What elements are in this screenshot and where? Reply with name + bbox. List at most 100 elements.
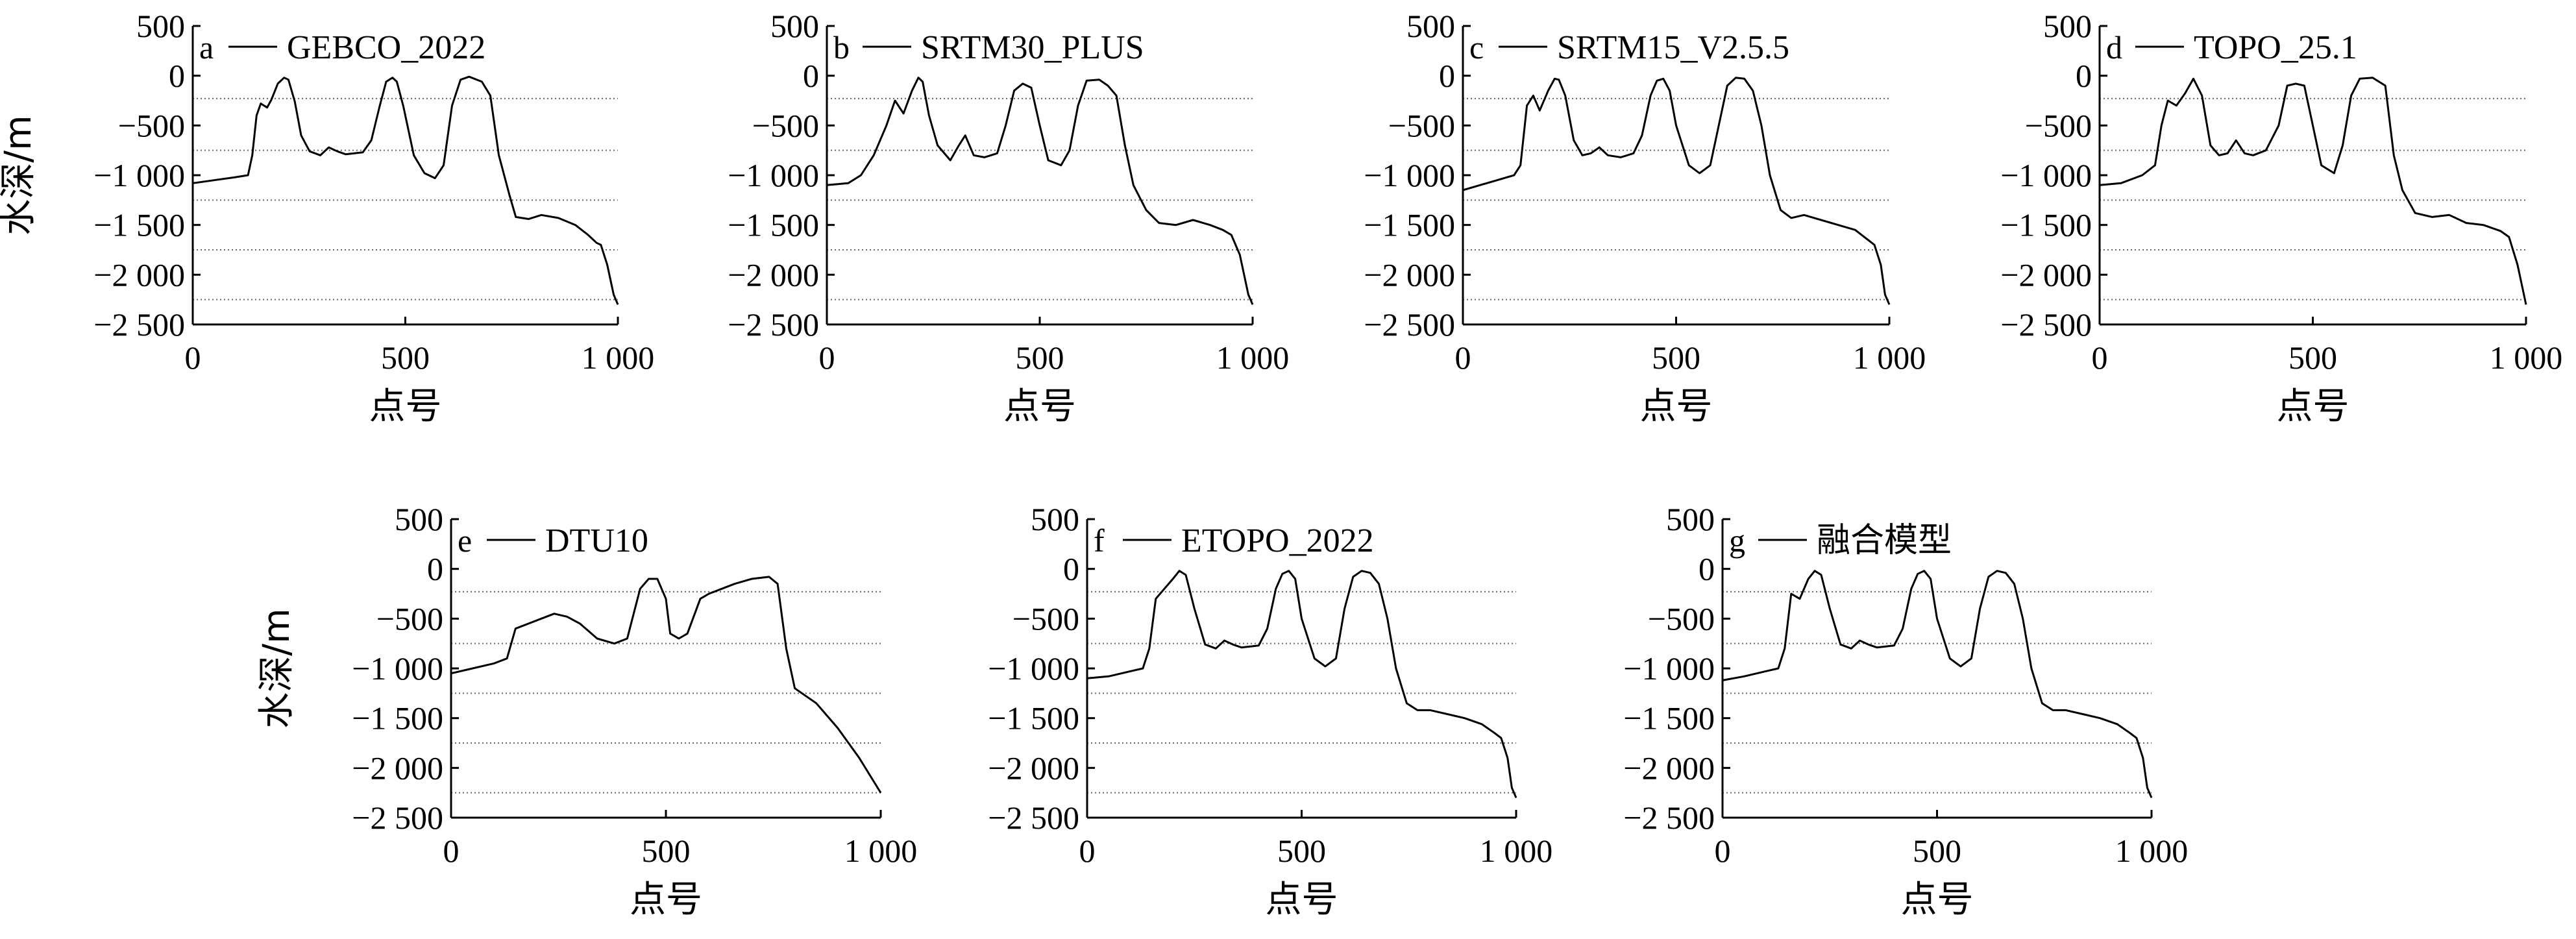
x-tick-label: 0: [819, 339, 835, 376]
y-tick-label: 500: [1666, 501, 1715, 537]
y-tick-label: 0: [1439, 58, 1455, 94]
y-tick-label: −500: [752, 107, 819, 143]
x-tick-label: 1 000: [1480, 833, 1553, 869]
y-tick-label: −1 000: [2000, 157, 2092, 193]
y-tick-label: −500: [1012, 600, 1079, 637]
y-tick-label: −2 500: [1364, 306, 1455, 343]
y-tick-label: −1 000: [352, 650, 443, 687]
y-tick-label: 0: [2076, 58, 2092, 94]
legend-label: 融合模型: [1817, 522, 1952, 559]
y-tick-label: −2 500: [988, 799, 1079, 836]
x-tick-label: 0: [2092, 339, 2108, 376]
legend-label: TOPO_25.1: [2194, 29, 2357, 66]
y-tick-label: −2 000: [728, 256, 819, 293]
y-tick-label: 0: [427, 551, 443, 587]
x-tick-label: 0: [1079, 833, 1096, 869]
y-tick-label: 500: [2043, 8, 2092, 44]
y-tick-label: −2 000: [352, 750, 443, 786]
y-tick-label: −500: [376, 600, 443, 637]
y-tick-label: 500: [136, 8, 185, 44]
y-tick-label: −1 000: [988, 650, 1079, 687]
y-tick-label: −1 000: [1623, 650, 1715, 687]
x-tick-label: 0: [1715, 833, 1731, 869]
x-tick-label: 500: [642, 833, 691, 869]
x-axis-label: 点号: [2277, 385, 2349, 428]
x-tick-label: 1 000: [582, 339, 655, 376]
y-tick-label: −1 000: [728, 157, 819, 193]
y-tick-label: −1 000: [1364, 157, 1455, 193]
panel-letter: d: [2106, 29, 2122, 66]
y-tick-label: −500: [1648, 600, 1715, 637]
y-tick-label: −2 500: [728, 306, 819, 343]
panel-letter: b: [833, 29, 850, 66]
y-tick-label: −2 000: [1364, 256, 1455, 293]
x-tick-label: 500: [381, 339, 430, 376]
x-axis-label: 点号: [1901, 879, 1974, 921]
y-tick-label: −1 000: [93, 157, 185, 193]
x-tick-label: 1 000: [2490, 339, 2563, 376]
series-line-e: [450, 576, 882, 794]
y-tick-label: −1 500: [728, 207, 819, 243]
x-axis-label: 点号: [1640, 385, 1713, 428]
x-tick-label: 500: [1277, 833, 1326, 869]
panel-letter: c: [1469, 29, 1484, 66]
series-line-c: [1462, 77, 1891, 305]
series-line-d: [2099, 77, 2527, 305]
y-tick-label: −2 500: [352, 799, 443, 836]
y-tick-label: −2 000: [988, 750, 1079, 786]
x-axis-label: 点号: [1266, 879, 1338, 921]
y-tick-label: −1 500: [2000, 207, 2092, 243]
legend-label: GEBCO_2022: [287, 29, 485, 66]
series-line-b: [826, 77, 1254, 305]
y-tick-label: 500: [1406, 8, 1455, 44]
y-tick-label: −1 500: [93, 207, 185, 243]
x-tick-label: 1 000: [1216, 339, 1290, 376]
legend-label: SRTM30_PLUS: [921, 29, 1144, 66]
x-tick-label: 1 000: [844, 833, 918, 869]
x-tick-label: 500: [1652, 339, 1700, 376]
legend-label: ETOPO_2022: [1181, 522, 1374, 559]
y-tick-label: 500: [1031, 501, 1079, 537]
legend-label: DTU10: [545, 522, 648, 559]
x-tick-label: 500: [1913, 833, 1961, 869]
y-tick-label: −500: [118, 107, 185, 143]
y-axis-label: 水深/m: [0, 115, 40, 235]
y-tick-label: −1 500: [352, 700, 443, 737]
panel-letter: a: [199, 29, 214, 66]
y-tick-label: 0: [169, 58, 185, 94]
series-line-g: [1722, 570, 2153, 798]
y-tick-label: −2 000: [2000, 256, 2092, 293]
y-tick-label: −2 500: [93, 306, 185, 343]
series-line-f: [1086, 570, 1517, 798]
x-tick-label: 500: [2288, 339, 2337, 376]
panel-letter: f: [1094, 522, 1105, 559]
x-tick-label: 0: [1455, 339, 1471, 376]
x-tick-label: 0: [185, 339, 201, 376]
y-tick-label: −1 500: [988, 700, 1079, 737]
y-tick-label: 0: [1063, 551, 1079, 587]
legend-label: SRTM15_V2.5.5: [1557, 29, 1789, 66]
y-tick-label: 500: [395, 501, 443, 537]
x-tick-label: 500: [1016, 339, 1064, 376]
y-tick-label: 500: [770, 8, 819, 44]
y-tick-label: −1 500: [1623, 700, 1715, 737]
y-tick-label: 0: [1699, 551, 1715, 587]
y-tick-label: −2 500: [1623, 799, 1715, 836]
x-tick-label: 0: [443, 833, 460, 869]
y-tick-label: −1 500: [1364, 207, 1455, 243]
y-axis-label: 水深/m: [256, 608, 298, 728]
panel-letter: g: [1729, 522, 1745, 559]
y-tick-label: −2 000: [1623, 750, 1715, 786]
y-tick-label: −500: [2025, 107, 2092, 143]
x-tick-label: 1 000: [1853, 339, 1926, 376]
panel-letter: e: [458, 522, 472, 559]
series-line-a: [192, 75, 619, 305]
x-axis-label: 点号: [1003, 385, 1076, 428]
